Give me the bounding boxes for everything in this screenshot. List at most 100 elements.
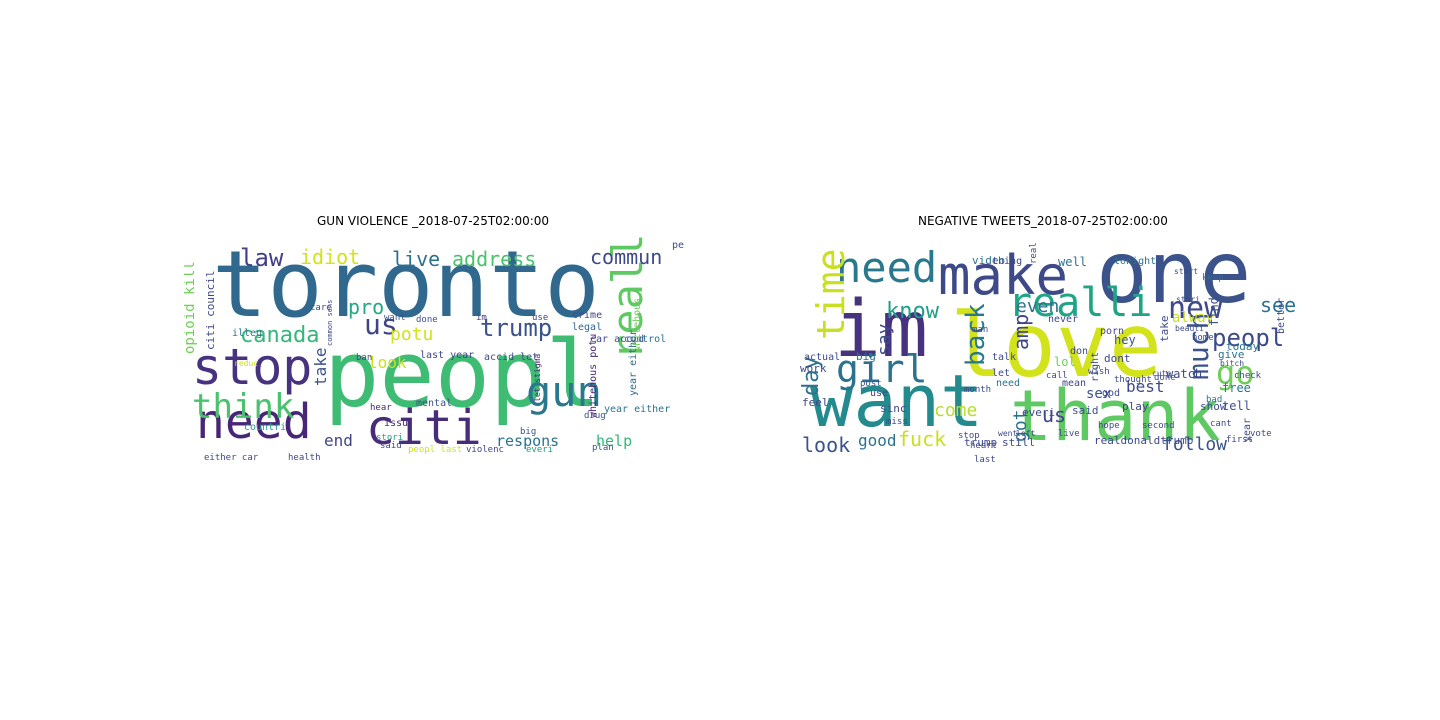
gun-violence-word: idiot [300,245,360,269]
gun-violence-word: accid let [484,352,538,363]
gun-violence-word: address [452,247,536,271]
negative-tweets-word: good [858,431,897,450]
gun-violence-word: big [520,427,536,437]
negative-tweets-word: work [800,362,827,375]
gun-violence-word: respons [496,432,559,450]
gun-violence-word: crime [572,310,602,321]
negative-tweets-word: home [1192,333,1214,343]
gun-violence-word: reduc [234,359,258,368]
negative-tweets-word: look [802,433,850,457]
negative-tweets-word: free [1222,381,1251,395]
negative-tweets-word: month [964,385,991,395]
gun-violence-wordcloud: toronto peopl stop need citi think gun realli ca… [184,230,684,480]
gun-violence-word: common sens [326,300,334,346]
gun-violence-word: whitehous potu [588,334,599,418]
negative-tweets-word: miss [886,417,908,427]
negative-tweets-word: trump [964,436,997,449]
gun-violence-word: take [311,347,330,386]
negative-tweets-word: keep [1202,273,1224,283]
gun-violence-word: pro [348,295,384,319]
negative-tweets-word: let [992,368,1010,379]
negative-tweets-word: see [1260,293,1296,317]
negative-tweets-word: day [799,356,824,396]
negative-tweets-word: im [834,285,928,375]
negative-tweets-word: mean [1062,378,1086,389]
gun-violence-word: done [416,315,438,325]
gun-violence-word: gun [526,367,602,416]
gun-violence-word: year either [604,404,670,415]
gun-violence-word: control [624,334,666,345]
negative-tweets-word: lol [1054,355,1076,369]
gun-violence-word: want [384,313,406,323]
gun-violence-word: commun [590,245,662,269]
gun-violence-word: canada [240,323,319,348]
gun-violence-word: peopl last [408,445,462,455]
gun-violence-word: think [192,387,294,427]
gun-violence-word: im [476,313,487,323]
negative-tweets-word: go [1216,354,1255,392]
negative-tweets-word: time [809,248,853,340]
negative-tweets-word: big [856,350,876,363]
gun-violence-word: person [672,240,684,251]
gun-violence-word: realli [603,230,652,360]
negative-tweets-word: best [1126,377,1165,396]
gun-violence-word: hear [370,403,392,413]
negative-tweets-word: left [1016,429,1035,438]
gun-violence-word: violenc [466,445,504,455]
gun-violence-word: countri [244,422,286,433]
negative-tweets-word: wish [1088,367,1110,377]
gun-violence-word: everi [526,445,553,455]
gun-violence-word: live [392,247,440,271]
gun-violence-word: toronto [212,231,600,338]
gun-violence-word: ban [356,353,372,363]
negative-tweets-word: still [1002,436,1035,449]
negative-tweets-word: heart [970,441,997,451]
negative-tweets-word: hey [1114,333,1136,347]
negative-tweets-word: talk [992,352,1016,363]
gun-violence-word: health [288,453,321,463]
gun-violence-word: let stigma [533,354,542,402]
negative-tweets-word: never [1048,314,1078,325]
negative-tweets-word: sex [1086,386,1111,402]
negative-tweets-word: even [1016,296,1059,317]
gun-violence-word: car accid [590,334,644,345]
negative-tweets-word: stori [1176,295,1200,304]
negative-tweets-word: sinc [880,402,907,415]
gun-violence-word: us [364,308,398,341]
gun-violence-word: peopl [324,321,601,428]
gun-violence-word: care [310,303,332,313]
negative-tweets-word: better [1276,298,1287,334]
negative-tweets-word: us [1042,403,1066,427]
negative-tweets-word: got [1010,409,1031,442]
negative-tweets-word: vote [1250,429,1272,439]
gun-violence-word: legal [572,322,602,333]
negative-tweets-word: actual [804,352,840,363]
right-panel-title: NEGATIVE TWEETS_2018-07-25T02:00:00 [918,214,1168,228]
gun-violence-word: opioid kill [184,261,198,354]
gun-violence-word: law [240,244,284,272]
gun-violence-word: stop [192,338,312,396]
gun-violence-word: mental [416,398,452,409]
negative-tweets-word: stop [958,431,980,441]
negative-tweets-word: well [1058,255,1087,269]
negative-tweets-word: realdonaldtrump [1094,434,1193,447]
negative-tweets-word: tell [1222,399,1251,413]
negative-tweets-word: god [1102,388,1120,399]
gun-violence-word: said [380,441,402,451]
negative-tweets-word: thing [992,256,1022,267]
negative-tweets-word: feel [802,396,829,409]
gun-violence-word: trump [480,314,552,342]
gun-violence-word: potu [390,324,433,345]
negative-tweets-word: post [860,379,882,389]
negative-tweets-word: year [1242,418,1253,442]
gun-violence-word: last year [420,350,474,361]
negative-tweets-word: call [1046,371,1068,381]
negative-tweets-word: come [934,400,977,421]
negative-tweets-word: real [1029,242,1039,264]
gun-violence-word: either car [204,453,259,463]
negative-tweets-word: give [1218,348,1245,361]
negative-tweets-word: today [1226,340,1259,353]
negative-tweets-word: video [972,254,1005,267]
gun-violence-word: plan [592,443,614,453]
